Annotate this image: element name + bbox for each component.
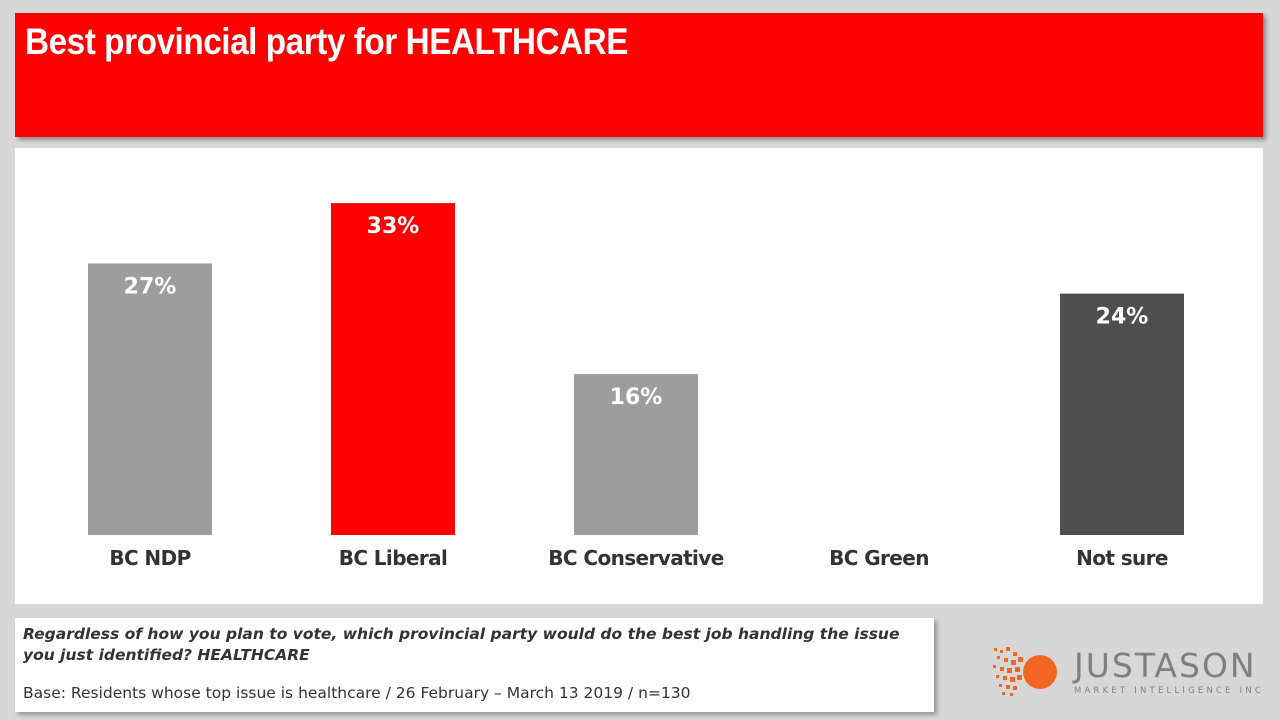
bar-bc-ndp — [88, 263, 212, 535]
bar-value-label: 27% — [124, 274, 177, 299]
bar-chart: 27% BC NDP 33% BC Liberal 16% BC Conservative… — [88, 203, 1184, 570]
logo-tagline: MARKET INTELLIGENCE INC — [1074, 686, 1265, 696]
category-label: BC Conservative — [548, 546, 723, 570]
bar-not-sure — [1060, 293, 1184, 535]
survey-question: Regardless of how you plan to vote, whic… — [23, 625, 900, 664]
chart-panel: 27% BC NDP 33% BC Liberal 16% BC Conservative… — [15, 148, 1263, 604]
bar-value-label: 24% — [1096, 305, 1149, 330]
category-label: Not sure — [1076, 546, 1168, 570]
bar-bc-liberal — [331, 203, 455, 535]
bar-bc-conservative — [574, 374, 698, 535]
category-label: BC NDP — [109, 546, 190, 570]
bar-value-label: 16% — [610, 385, 663, 410]
footnote-box: Regardless of how you plan to vote, whic… — [15, 618, 934, 712]
bar-value-label: 33% — [367, 214, 420, 239]
justason-logo: JUSTASON MARKET INTELLIGENCE INC — [990, 640, 1266, 704]
survey-base: Base: Residents whose top issue is healt… — [23, 684, 691, 702]
logo-name: JUSTASON — [1074, 646, 1257, 685]
page-title: Best provincial party for HEALTHCARE — [25, 21, 629, 62]
title-banner: Best provincial party for HEALTHCARE — [15, 13, 1263, 137]
logo-mark-icon — [993, 647, 1057, 696]
category-label: BC Liberal — [339, 546, 448, 570]
category-label: BC Green — [829, 546, 929, 570]
